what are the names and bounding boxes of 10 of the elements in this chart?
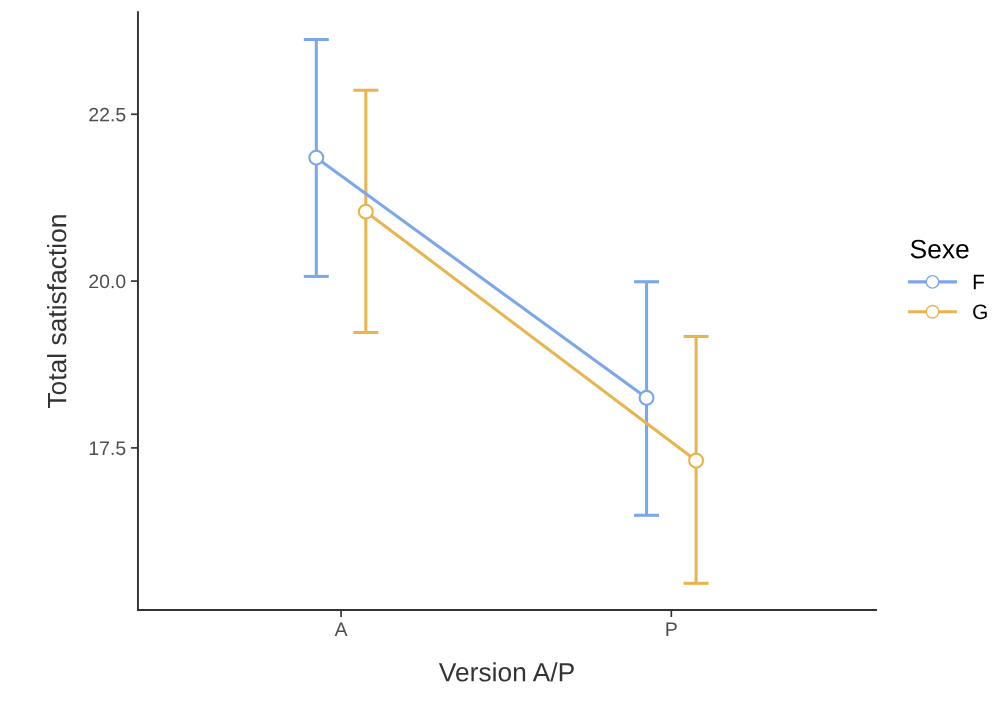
y-axis-title: Total satisfaction (47, 215, 67, 409)
x-tick-label: P (666, 622, 677, 636)
legend-label: G (973, 304, 987, 320)
y-tick-label: 22.5 (89, 107, 126, 122)
y-tick-label: 20.0 (89, 274, 126, 289)
legend-title: Sexe (910, 239, 969, 259)
y-tick-label: 17.5 (89, 441, 126, 456)
x-tick-label: A (334, 622, 348, 636)
x-axis-title: Version A/P (438, 662, 574, 682)
legend-label: F (973, 274, 984, 290)
